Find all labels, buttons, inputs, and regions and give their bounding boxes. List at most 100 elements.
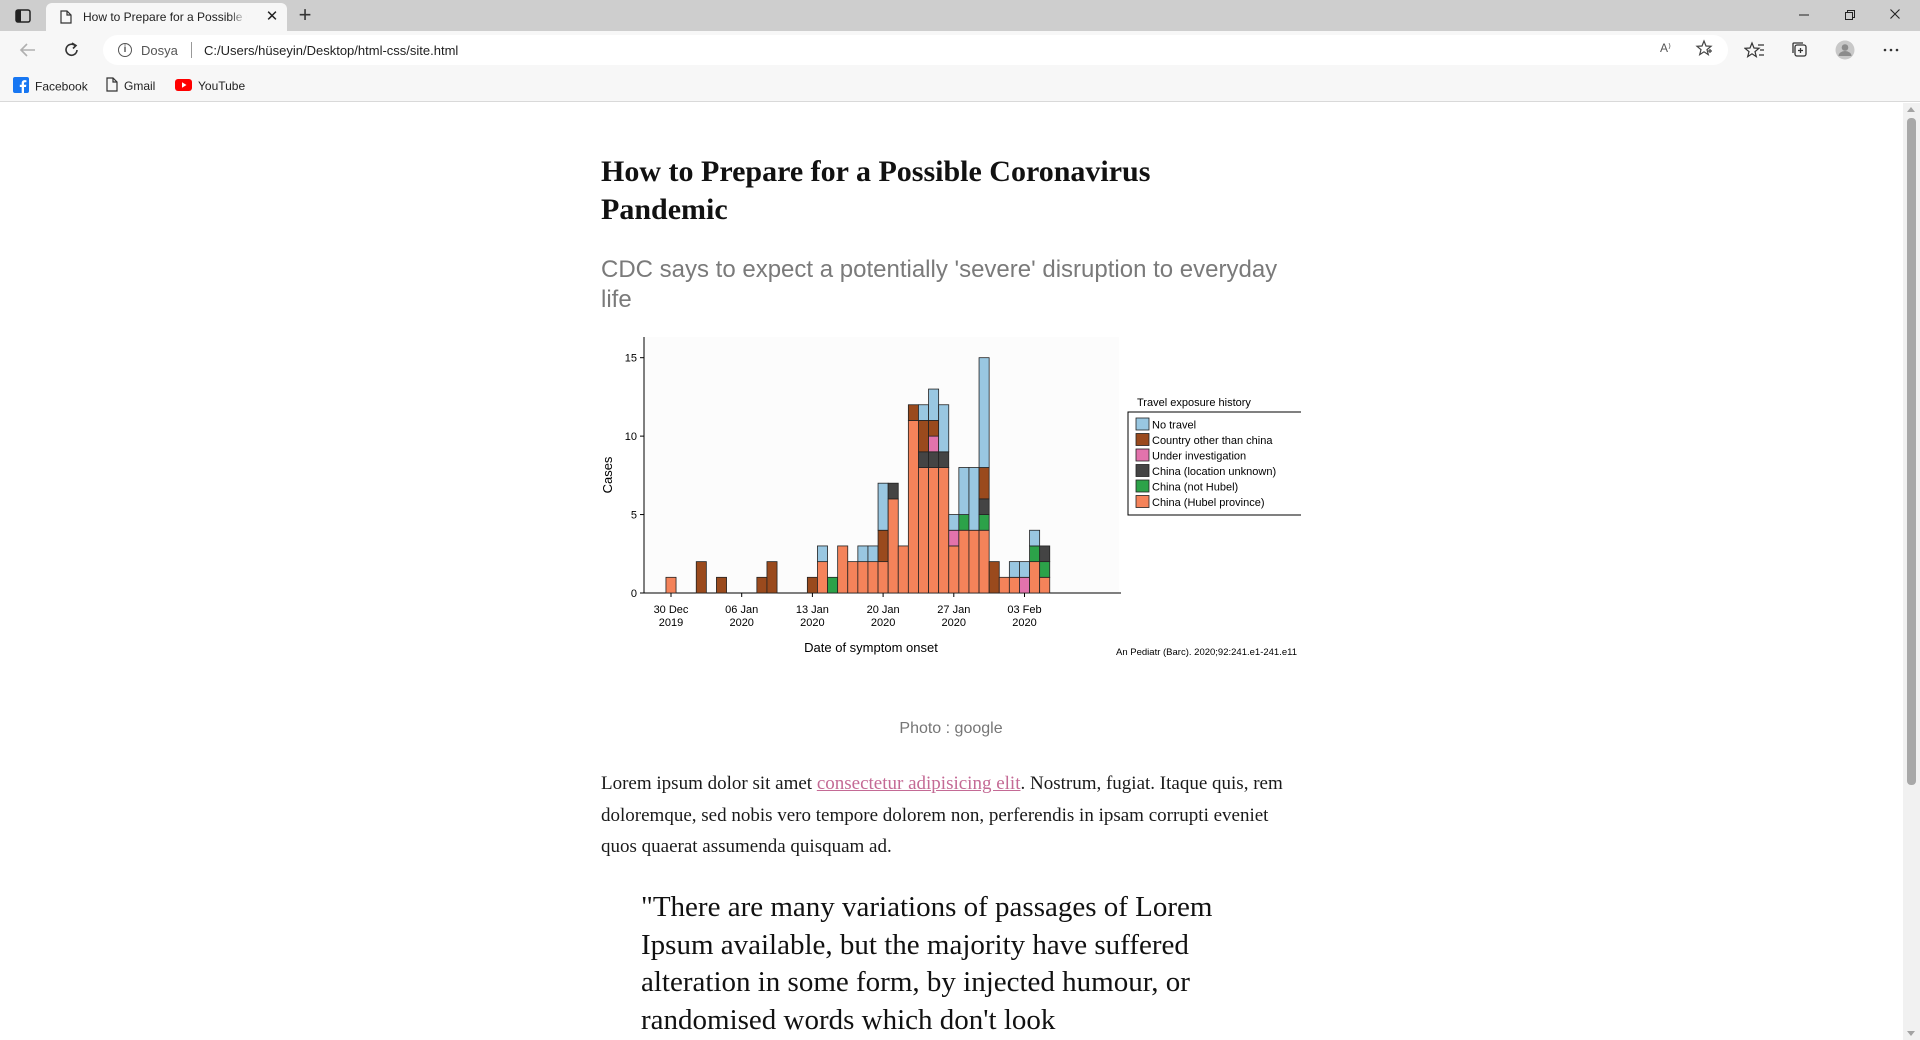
article-figure: 0 5 10 15 30 Dec 2019 06 Jan 2020 13 Jan 2020 20 J… [601,337,1301,709]
tab-actions-icon[interactable] [13,7,33,25]
bar-segment [1039,576,1051,594]
bar-segment [867,545,879,563]
bar-segment [897,545,909,594]
page-scrollbar[interactable] [1903,103,1920,1040]
bar-segment [958,514,970,531]
bar-segment [948,514,960,531]
youtube-icon [175,78,192,96]
new-tab-icon[interactable]: + [298,2,312,27]
back-icon[interactable] [17,40,39,60]
x-tick-label: 30 Dec [654,604,689,616]
bar-segment [1008,561,1020,578]
address-separator [191,42,192,58]
bar-segment [958,467,970,515]
bar-segment [948,545,960,594]
bar-segment [1019,576,1030,594]
bar-segment [1008,576,1020,594]
legend-swatch [1135,464,1150,477]
lead-link[interactable]: consectetur adipisicing elit [816,773,1021,794]
bar-segment [847,561,859,594]
x-tick-label: 2020 [871,617,895,629]
favorites-icon[interactable] [1743,40,1766,60]
x-tick-label: 13 Jan [796,604,829,616]
legend-label: China (Hubel province) [1152,497,1265,509]
x-tick-label: 2019 [659,617,683,629]
x-tick-label: 20 Jan [867,604,900,616]
bar-segment [907,404,919,421]
y-tick-label: 10 [625,431,637,443]
restore-icon[interactable] [1840,6,1860,24]
collections-icon[interactable] [1789,40,1811,60]
bar-segment [948,529,960,547]
article-subtitle: CDC says to expect a potentially 'severe… [601,256,1278,313]
bar-segment [928,451,940,468]
bar-segment [857,545,869,563]
bar-segment [958,529,970,594]
bar-segment [817,561,828,594]
x-tick-label: 2020 [1012,617,1036,629]
bar-segment [928,435,940,453]
minimize-icon[interactable] [1794,6,1814,24]
browser-toolbar: i Dosya C:/Users/hüseyin/Desktop/html-cs… [0,31,1920,69]
bar-segment [806,576,818,594]
bookmark-label: YouTube [198,79,246,93]
add-favorite-icon[interactable] [1695,39,1713,62]
bar-segment [978,529,990,594]
legend-label: Country other than china [1152,435,1273,447]
legend-label: Under investigation [1152,451,1246,463]
bar-segment [938,467,950,594]
bar-segment [887,482,899,500]
close-tab-icon[interactable]: ✕ [265,8,279,25]
read-aloud-icon[interactable]: A⁾ [1660,41,1671,55]
bar-segment [978,357,990,468]
lead-text-end: . Nostrum, fugiat. Itaque quis, rem dolo… [601,773,1283,857]
legend-box [1127,411,1301,516]
bar-segment [968,467,980,531]
bar-segment [918,467,929,594]
scroll-up-arrow-icon[interactable] [1907,107,1915,112]
y-tick-label: 0 [631,588,637,600]
close-window-icon[interactable] [1885,6,1905,24]
bar-segment [928,388,940,421]
bookmark-facebook[interactable]: Facebook [13,77,88,95]
bar-segment [1039,545,1051,563]
tab-title: How to Prepare for a Possible Coronaviru… [83,10,247,24]
scheme-label: Dosya [141,43,178,58]
y-tick-label: 15 [625,353,637,365]
lead-paragraph: Lorem ipsum dolor sit amet consectetur a… [601,768,1301,863]
bar-segment [918,451,929,468]
photo-caption: Photo : google [899,720,1003,737]
tab-strip: How to Prepare for a Possible Coronaviru… [0,0,1920,31]
url-text[interactable]: C:/Users/hüseyin/Desktop/html-css/site.h… [204,43,459,58]
refresh-icon[interactable] [61,40,83,60]
bar-segment [887,498,899,594]
bar-segment [766,561,778,594]
x-tick-label: 2020 [942,617,966,629]
bar-segment [978,498,990,515]
active-tab[interactable]: How to Prepare for a Possible Coronaviru… [46,3,287,31]
bookmark-gmail[interactable]: Gmail [106,77,155,95]
profile-avatar-icon[interactable] [1834,40,1856,60]
x-tick-label: 06 Jan [725,604,758,616]
legend-swatch [1135,417,1150,431]
bar-segment [918,404,929,421]
info-icon[interactable]: i [118,43,132,57]
bar-segment [857,561,869,594]
more-menu-icon[interactable] [1880,40,1902,60]
bar-segment [1039,561,1051,578]
page-icon [106,77,118,97]
bar-segment [877,529,889,563]
scroll-down-arrow-icon[interactable] [1907,1031,1915,1036]
legend-swatch [1135,448,1150,462]
bar-segment [665,576,677,594]
bar-segment [756,576,768,594]
bar-segment [978,514,990,531]
bar-segment [1019,561,1030,578]
scroll-thumb[interactable] [1907,118,1916,785]
legend-swatch [1135,433,1150,446]
y-tick-label: 5 [631,510,637,522]
bookmark-youtube[interactable]: YouTube [175,77,245,95]
address-bar[interactable]: i Dosya C:/Users/hüseyin/Desktop/html-cs… [103,35,1728,65]
bar-segment [827,576,839,594]
